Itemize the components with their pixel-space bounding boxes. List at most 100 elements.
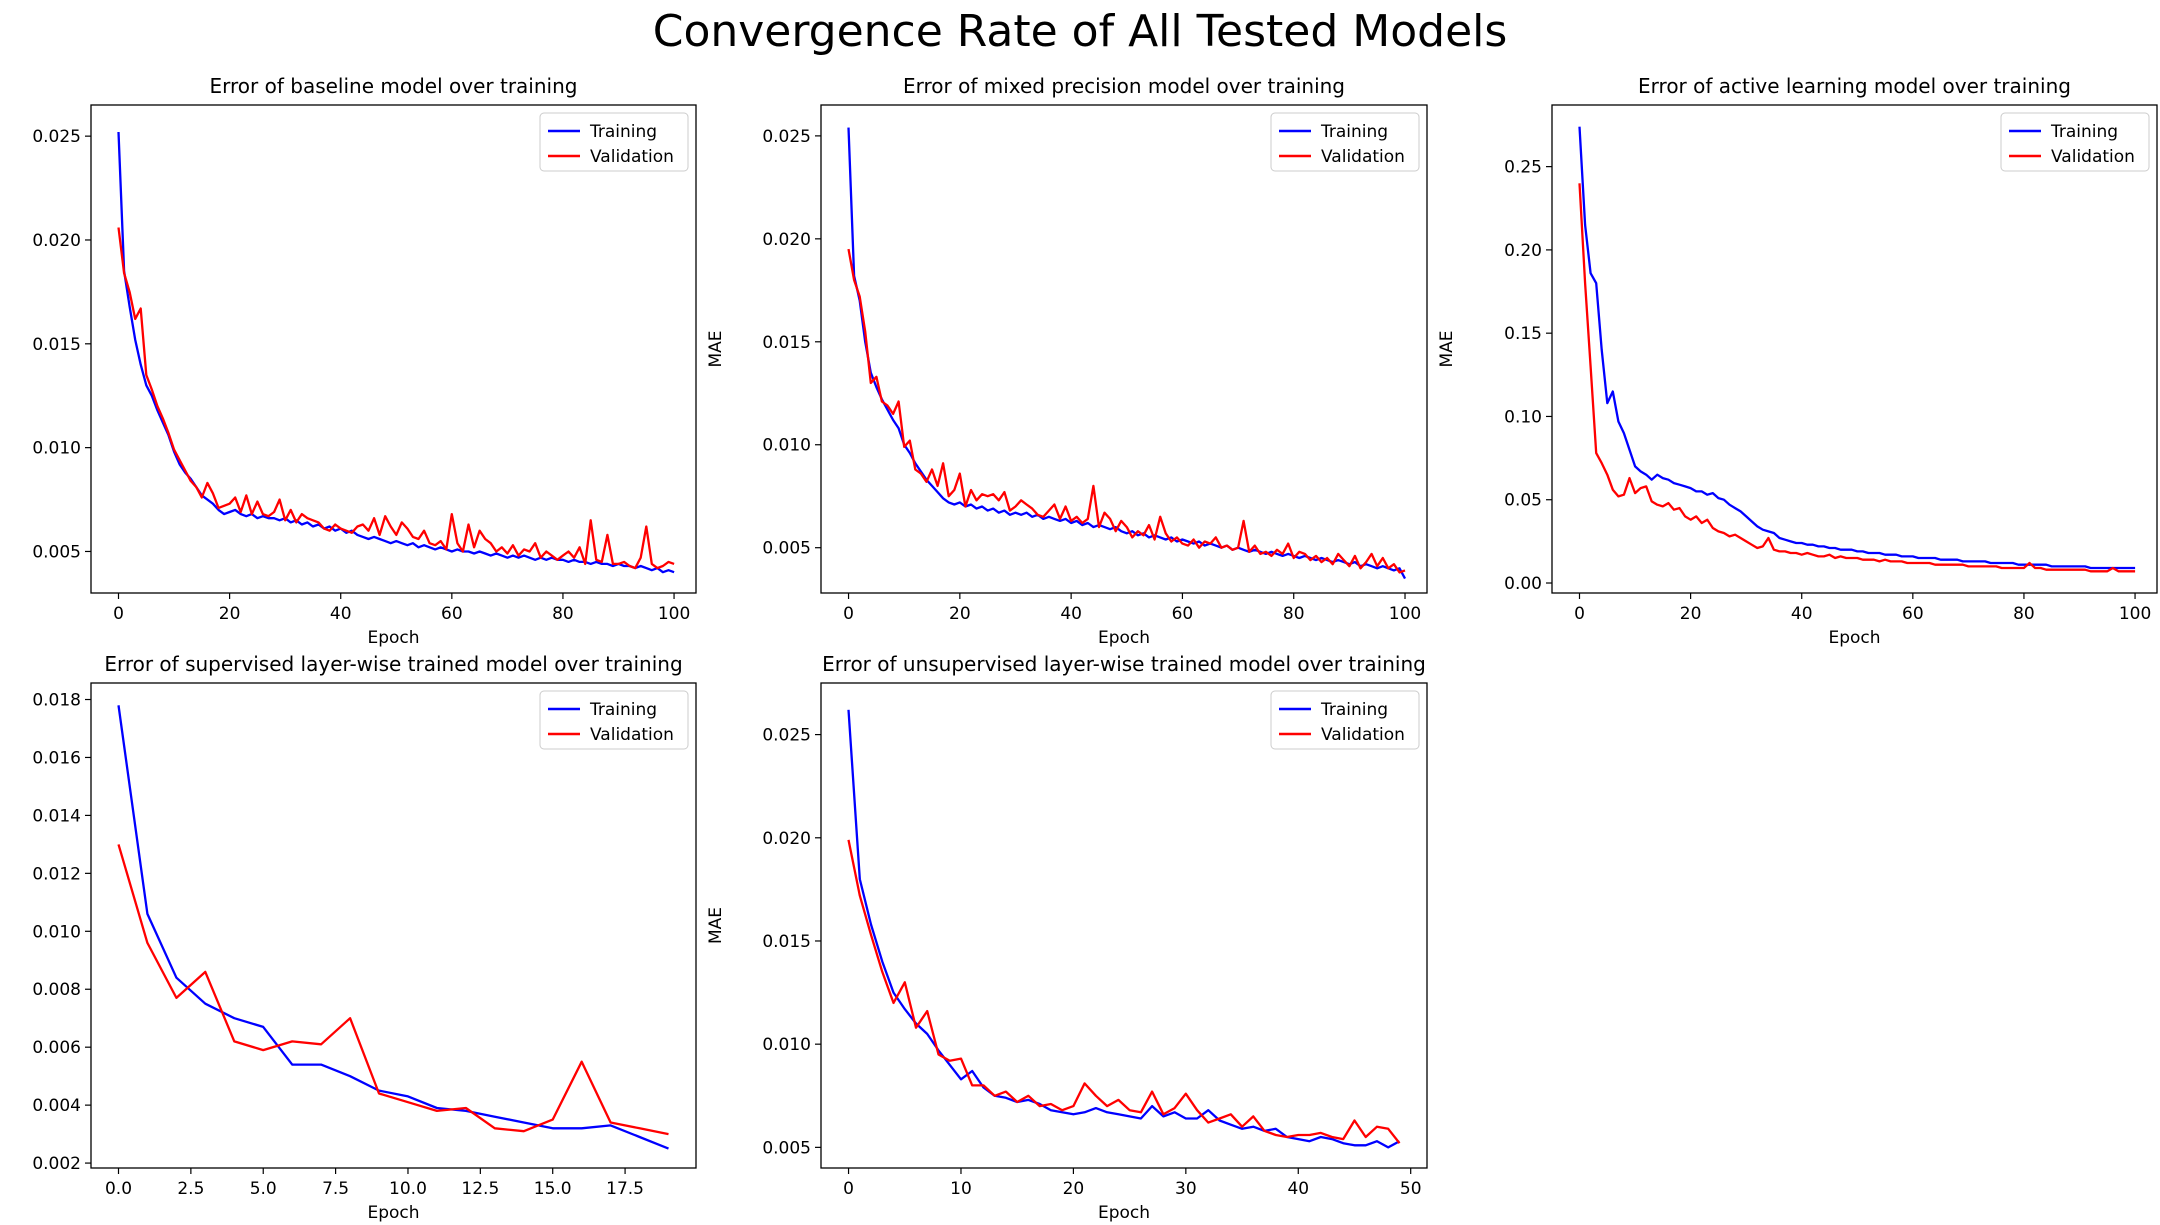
y-tick-label: 0.005 [32, 542, 81, 562]
y-axis-label: MAE [1437, 330, 1457, 367]
y-tick-label: 0.012 [32, 864, 81, 884]
y-tick-label: 0.010 [32, 439, 81, 459]
chart-title: Error of mixed precision model over trai… [903, 74, 1345, 98]
x-tick-label: 100 [1389, 604, 1421, 624]
x-tick-label: 20 [949, 604, 971, 624]
legend: Training Validation [539, 690, 689, 750]
series-line-validation [847, 839, 1401, 1144]
x-tick-label: 5.0 [250, 1179, 277, 1199]
y-tick-label: 0.025 [32, 127, 81, 147]
series-line-validation [847, 248, 1406, 574]
chart-panel-2: Error of mixed precision model over trai… [706, 74, 1428, 648]
chart-panel-5: Error of unsupervised layer-wise trained… [706, 652, 1428, 1223]
x-tick-label: 40 [330, 604, 352, 624]
x-tick-label: 80 [2013, 604, 2035, 624]
y-tick-label: 0.016 [32, 748, 81, 768]
y-tick-label: 0.008 [32, 980, 81, 1000]
legend-label-validation: Validation [590, 147, 674, 167]
x-tick-label: 60 [441, 604, 463, 624]
series-line-validation [1578, 183, 2136, 573]
legend-label-training: Training [2050, 122, 2118, 142]
y-tick-label: 0.020 [762, 829, 811, 849]
chart-title: Error of baseline model over training [210, 74, 578, 98]
chart-panel-1: Error of baseline model over training 0 20… [32, 74, 697, 648]
chart-panel-4: Error of supervised layer-wise trained m… [32, 652, 697, 1223]
y-tick-label: 0.020 [762, 230, 811, 250]
plot-frame [90, 104, 697, 594]
y-tick-label: 0.25 [1504, 158, 1542, 178]
legend-label-training: Training [589, 700, 657, 720]
x-tick-label: 30 [1175, 1179, 1197, 1199]
plot-frame [1551, 104, 2158, 594]
x-tick-label: 80 [552, 604, 574, 624]
y-tick-label: 0.015 [762, 333, 811, 353]
series-line-training [117, 705, 669, 1150]
y-tick-label: 0.010 [762, 1035, 811, 1055]
x-tick-label: 60 [1172, 604, 1194, 624]
y-tick-label: 0.006 [32, 1038, 81, 1058]
x-tick-label: 2.5 [177, 1179, 204, 1199]
y-tick-label: 0.014 [32, 806, 81, 826]
y-tick-label: 0.015 [762, 932, 811, 952]
y-tick-label: 0.004 [32, 1096, 81, 1116]
y-tick-label: 0.005 [762, 539, 811, 559]
x-tick-label: 0.0 [105, 1179, 132, 1199]
x-tick-label: 40 [1060, 604, 1082, 624]
x-tick-label: 0 [113, 604, 124, 624]
chart-title: Error of supervised layer-wise trained m… [104, 652, 682, 676]
x-axis-label: Epoch [367, 628, 419, 648]
plot-frame [90, 682, 697, 1169]
x-axis-label: Epoch [1098, 1203, 1150, 1223]
y-tick-label: 0.025 [762, 726, 811, 746]
y-axis-label: MAE [706, 907, 726, 944]
legend: Training Validation [1270, 112, 1420, 172]
y-tick-label: 0.20 [1504, 241, 1542, 261]
legend: Training Validation [1270, 690, 1420, 750]
y-tick-label: 0.002 [32, 1154, 81, 1174]
legend-label-validation: Validation [590, 725, 674, 745]
legend: Training Validation [539, 112, 689, 172]
series-line-training [117, 131, 675, 574]
x-tick-label: 100 [2119, 604, 2151, 624]
series-line-training [1578, 126, 2136, 570]
x-tick-label: 7.5 [322, 1179, 349, 1199]
y-tick-label: 0.00 [1504, 574, 1542, 594]
x-tick-label: 100 [658, 604, 690, 624]
legend-label-training: Training [589, 122, 657, 142]
y-tick-label: 0.05 [1504, 491, 1542, 511]
x-tick-label: 40 [1791, 604, 1813, 624]
x-tick-label: 15.0 [534, 1179, 572, 1199]
y-tick-label: 0.025 [762, 127, 811, 147]
plot-frame [820, 104, 1428, 594]
series-line-validation [117, 227, 675, 570]
series-line-validation [117, 844, 669, 1136]
chart-title: Error of unsupervised layer-wise trained… [822, 652, 1426, 676]
x-axis-label: Epoch [1098, 628, 1150, 648]
x-tick-label: 80 [1283, 604, 1305, 624]
x-tick-label: 20 [1680, 604, 1702, 624]
x-tick-label: 10.0 [389, 1179, 427, 1199]
x-tick-label: 20 [1063, 1179, 1085, 1199]
legend-label-validation: Validation [2051, 147, 2135, 167]
y-tick-label: 0.015 [32, 335, 81, 355]
plot-frame [820, 682, 1428, 1169]
y-tick-label: 0.10 [1504, 407, 1542, 427]
y-tick-label: 0.018 [32, 691, 81, 711]
legend: Training Validation [2000, 112, 2150, 172]
x-tick-label: 0 [843, 604, 854, 624]
y-axis-label: MAE [706, 330, 726, 367]
figure-title: Convergence Rate of All Tested Models [652, 6, 1508, 57]
chart-title: Error of active learning model over trai… [1638, 74, 2071, 98]
series-line-training [847, 709, 1401, 1149]
x-tick-label: 17.5 [606, 1179, 644, 1199]
x-tick-label: 12.5 [461, 1179, 499, 1199]
x-tick-label: 50 [1400, 1179, 1422, 1199]
x-tick-label: 10 [950, 1179, 972, 1199]
legend-label-training: Training [1320, 122, 1388, 142]
chart-panel-3: Error of active learning model over trai… [1437, 74, 2158, 648]
x-tick-label: 40 [1287, 1179, 1309, 1199]
legend-label-training: Training [1320, 700, 1388, 720]
legend-label-validation: Validation [1321, 147, 1405, 167]
x-tick-label: 0 [843, 1179, 854, 1199]
